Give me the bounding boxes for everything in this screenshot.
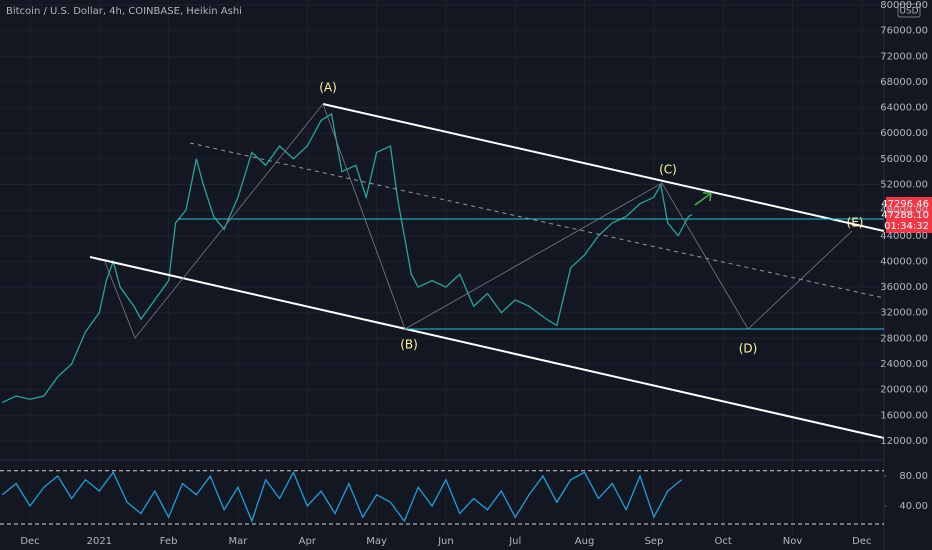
- arrow-head: [703, 192, 712, 202]
- y-tick-label: 28000.00: [880, 333, 928, 344]
- channel-upper: [322, 103, 885, 232]
- x-tick-label: Dec: [20, 536, 39, 547]
- y-tick-label: 60000.00: [880, 128, 928, 139]
- y-tick-label: 68000.00: [880, 77, 928, 88]
- y-tick-label: 12000.00: [880, 436, 928, 447]
- price-tag-box: [886, 197, 932, 233]
- x-tick-label: Nov: [783, 536, 803, 547]
- y-tick-label: 40000.00: [880, 256, 928, 267]
- y-tick-label: 48000.00: [880, 205, 928, 216]
- x-tick-label: Jul: [508, 536, 521, 547]
- y-tick-label: 40.00: [899, 501, 928, 512]
- y-tick-label: 72000.00: [880, 51, 928, 62]
- currency: USD: [899, 7, 918, 17]
- wave-label: (C): [659, 163, 677, 177]
- wave-label: (D): [739, 342, 758, 356]
- price-tag: 47288.10: [881, 210, 929, 221]
- y-tick-label: 80.00: [899, 471, 928, 482]
- x-tick-label: Oct: [715, 536, 732, 547]
- price-tag: 47296.46: [881, 199, 929, 210]
- y-tick-label: 32000.00: [880, 308, 928, 319]
- x-tick-label: May: [366, 536, 387, 547]
- y-tick-label: 64000.00: [880, 103, 928, 114]
- y-tick-label: 20000.00: [880, 385, 928, 396]
- countdown: 01:34:32: [884, 221, 929, 232]
- y-tick-label: 24000.00: [880, 359, 928, 370]
- symbol-title: Bitcoin / U.S. Dollar, 4h, COINBASE, Hei…: [6, 6, 242, 17]
- y-tick-label: 36000.00: [880, 282, 928, 293]
- price-line: [2, 112, 693, 404]
- channel-mid: [189, 142, 885, 299]
- wave-path: [104, 103, 853, 339]
- channel-lower: [89, 256, 885, 439]
- x-tick-label: Aug: [575, 536, 595, 547]
- x-tick-label: 2021: [87, 536, 112, 547]
- y-tick-label: 16000.00: [880, 410, 928, 421]
- x-tick-label: Mar: [229, 536, 249, 547]
- wave-label: (E): [847, 216, 864, 230]
- arrow: [694, 193, 711, 206]
- wave-label: (A): [319, 81, 337, 95]
- x-tick-label: Jun: [437, 536, 454, 547]
- y-tick-label: 80000.00: [880, 0, 928, 11]
- y-tick-label: 76000.00: [880, 26, 928, 37]
- y-tick-label: 52000.00: [880, 179, 928, 190]
- x-tick-label: Sep: [644, 536, 663, 547]
- wave-label: (B): [400, 338, 418, 352]
- currency-box: [897, 3, 921, 18]
- x-tick-label: Dec: [852, 536, 871, 547]
- y-tick-label: 56000.00: [880, 154, 928, 165]
- x-tick-label: Feb: [160, 536, 178, 547]
- y-tick-label: 44000.00: [880, 231, 928, 242]
- x-tick-label: Apr: [299, 536, 317, 547]
- price-line: [1, 470, 683, 523]
